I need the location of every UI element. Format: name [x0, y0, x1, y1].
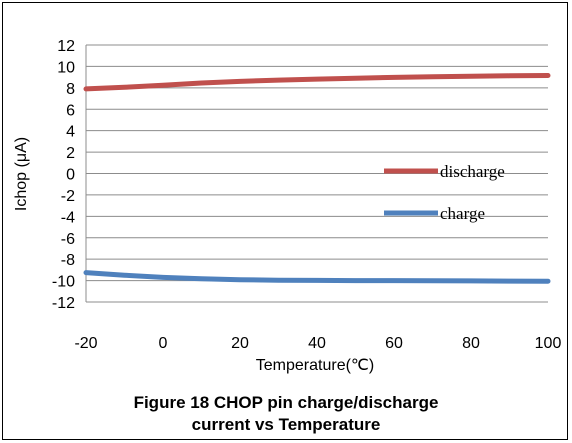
- x-tick-labels: -20 0 20 40 60 80 100: [74, 335, 561, 352]
- y-tick-label: -4: [61, 209, 75, 226]
- x-tick-label: 0: [159, 335, 168, 352]
- y-tick-label: -8: [61, 252, 75, 269]
- x-tick-label: 100: [535, 335, 562, 352]
- y-tick-label: 10: [57, 59, 75, 76]
- series-lines: [83, 73, 551, 284]
- x-axis-title: Temperature(℃): [256, 357, 374, 374]
- x-tick-label: 20: [231, 335, 249, 352]
- y-tick-label: -2: [61, 188, 75, 205]
- legend: discharge charge: [384, 162, 505, 223]
- y-tick-label: 12: [57, 38, 75, 55]
- series-line-charge: [83, 270, 551, 284]
- y-tick-label: 4: [66, 124, 75, 141]
- y-tick-label: -6: [61, 231, 75, 248]
- y-tick-label: 6: [66, 102, 75, 119]
- legend-label-discharge: discharge: [440, 162, 505, 181]
- y-tick-label: 8: [66, 81, 75, 98]
- y-axis-title: Ichop (μA): [13, 137, 30, 211]
- y-tick-label: -12: [52, 295, 75, 312]
- x-tick-label: 60: [385, 335, 403, 352]
- x-tick-label: 40: [308, 335, 326, 352]
- y-tick-label: 0: [66, 167, 75, 184]
- y-tick-labels: 12 10 8 6 4 2 0 -2 -4 -6 -8 -10 -12: [52, 38, 75, 312]
- figure-caption-line-1: Figure 18 CHOP pin charge/discharge: [133, 393, 439, 412]
- figure-caption-line-2: current vs Temperature: [191, 415, 381, 434]
- y-tick-label: -10: [52, 274, 75, 291]
- x-tick-label: 80: [462, 335, 480, 352]
- x-tick-label: -20: [74, 335, 97, 352]
- series-line-discharge: [83, 73, 551, 92]
- y-tick-label: 2: [66, 145, 75, 162]
- legend-label-charge: charge: [440, 204, 485, 223]
